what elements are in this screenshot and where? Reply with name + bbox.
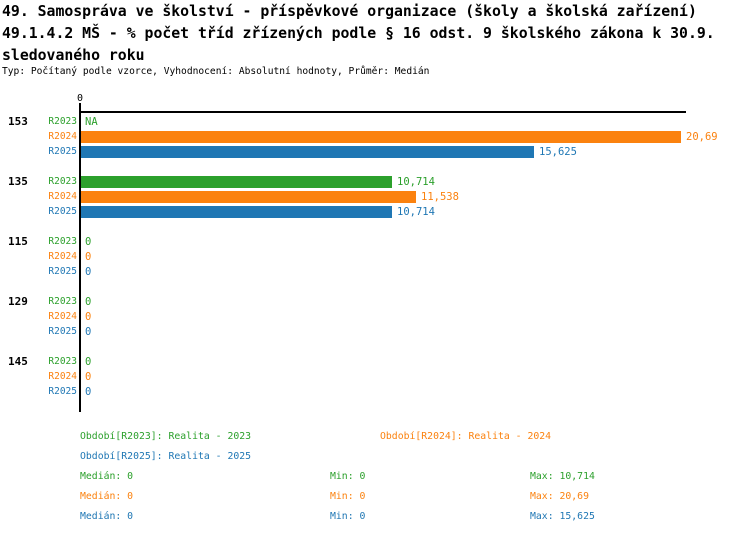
chart-bar-value-r2025: 0 <box>85 266 92 278</box>
chart-bar-value-r2025: 10,714 <box>397 206 435 218</box>
chart-series-label-r2024: R2024 <box>48 251 77 262</box>
legend-item-r2023: Období[R2023]: Realita - 2023 <box>80 431 252 442</box>
chart-bar-value-r2023: 0 <box>85 296 92 308</box>
chart-series-label-r2025: R2025 <box>48 266 77 277</box>
chart-bar-value-r2024: 20,69 <box>686 131 718 143</box>
chart-bar-value-r2024: 0 <box>85 371 92 383</box>
chart-bar-value-r2024: 0 <box>85 251 92 263</box>
chart-series-label-r2023: R2023 <box>48 116 77 127</box>
chart-bar-value-r2023: 10,714 <box>397 176 435 188</box>
chart-bar-r2025 <box>81 146 534 158</box>
chart-bar-value-r2024: 11,538 <box>421 191 459 203</box>
stat-median-r2023: Medián: 0 <box>80 471 134 482</box>
legend-item-r2025: Období[R2025]: Realita - 2025 <box>80 451 252 462</box>
chart-series-label-r2024: R2024 <box>48 371 77 382</box>
stat-min-r2024: Min: 0 <box>330 491 366 502</box>
legend-item-r2024: Období[R2024]: Realita - 2024 <box>380 431 552 442</box>
stat-median-r2024: Medián: 0 <box>80 491 134 502</box>
chart-series-label-r2023: R2023 <box>48 296 77 307</box>
plot-top-line <box>79 111 686 113</box>
chart-series-label-r2025: R2025 <box>48 146 77 157</box>
stat-min-r2023: Min: 0 <box>330 471 366 482</box>
stat-max-r2025: Max: 15,625 <box>530 511 595 522</box>
report-title-line3: sledovaného roku <box>2 47 145 64</box>
report-title-line1: 49. Samospráva ve školství - příspěvkové… <box>2 3 697 20</box>
chart-bar-r2025 <box>81 206 392 218</box>
chart-series-label-r2025: R2025 <box>48 206 77 217</box>
report-meta-line: Typ: Počítaný podle vzorce, Vyhodnocení:… <box>2 66 430 77</box>
report-title-line2: 49.1.4.2 MŠ - % počet tříd zřízených pod… <box>2 25 715 42</box>
chart-group-label: 145 <box>8 355 28 368</box>
chart-bar-value-r2025: 0 <box>85 386 92 398</box>
chart-group-label: 115 <box>8 235 28 248</box>
chart-bar-value-r2024: 0 <box>85 311 92 323</box>
chart-group-label: 153 <box>8 115 28 128</box>
chart-series-label-r2023: R2023 <box>48 356 77 367</box>
chart-bar-value-r2023: 0 <box>85 236 92 248</box>
stat-min-r2025: Min: 0 <box>330 511 366 522</box>
chart-bar-value-r2023: NA <box>85 116 98 128</box>
chart-series-label-r2025: R2025 <box>48 386 77 397</box>
stat-max-r2023: Max: 10,714 <box>530 471 595 482</box>
chart-bar-value-r2025: 0 <box>85 326 92 338</box>
stat-median-r2025: Medián: 0 <box>80 511 134 522</box>
stat-max-r2024: Max: 20,69 <box>530 491 589 502</box>
chart-group-label: 135 <box>8 175 28 188</box>
axis-zero-tick <box>79 103 81 111</box>
chart-bar-r2023 <box>81 176 392 188</box>
axis-zero-label: 0 <box>76 93 84 104</box>
chart-bar-r2024 <box>81 191 416 203</box>
chart-group-label: 129 <box>8 295 28 308</box>
chart-bar-value-r2023: 0 <box>85 356 92 368</box>
y-axis-line <box>79 111 81 412</box>
chart-bar-r2024 <box>81 131 681 143</box>
chart-series-label-r2024: R2024 <box>48 191 77 202</box>
chart-bar-value-r2025: 15,625 <box>539 146 577 158</box>
chart-series-label-r2024: R2024 <box>48 311 77 322</box>
chart-series-label-r2023: R2023 <box>48 176 77 187</box>
chart-series-label-r2023: R2023 <box>48 236 77 247</box>
chart-series-label-r2024: R2024 <box>48 131 77 142</box>
chart-series-label-r2025: R2025 <box>48 326 77 337</box>
